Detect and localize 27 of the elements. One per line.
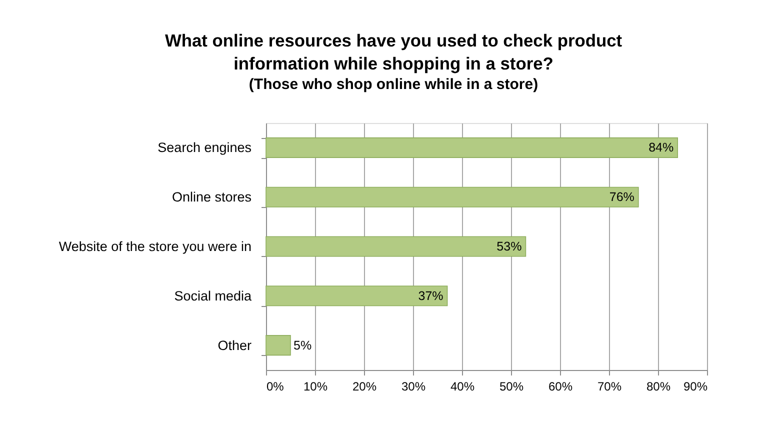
x-tick-label: 10%	[303, 380, 328, 394]
data-label: 84%	[648, 140, 674, 155]
y-tick-label: Website of the store you were in	[58, 239, 252, 254]
x-tick-label: 80%	[646, 380, 671, 394]
x-tick-label: 70%	[597, 380, 622, 394]
x-tick-label: 0%	[266, 380, 284, 394]
bar	[266, 137, 678, 158]
x-tick-label: 30%	[401, 380, 426, 394]
x-tick-label: 60%	[548, 380, 573, 394]
data-label: 37%	[418, 288, 444, 303]
x-tick-label: 50%	[499, 380, 524, 394]
bar	[266, 236, 526, 257]
data-label: 53%	[496, 240, 522, 254]
x-tick-label: 40%	[450, 380, 475, 394]
chart-subtitle: (Those who shop online while in a store)	[248, 76, 538, 93]
y-tick-label: Other	[218, 338, 252, 353]
data-label: 5%	[294, 338, 312, 352]
chart-title: What online resources have you used to check product information while shopping in a store?	[164, 30, 622, 74]
y-tick-label: Online stores	[172, 190, 252, 205]
y-tick-label: Search engines	[158, 140, 252, 156]
y-tick-label: Social media	[174, 288, 252, 304]
bar	[266, 286, 448, 306]
data-label: 76%	[609, 190, 634, 204]
x-tick-label: 90%	[683, 380, 708, 394]
bar	[266, 186, 639, 208]
bar	[266, 335, 291, 356]
x-tick-label: 20%	[352, 380, 377, 394]
